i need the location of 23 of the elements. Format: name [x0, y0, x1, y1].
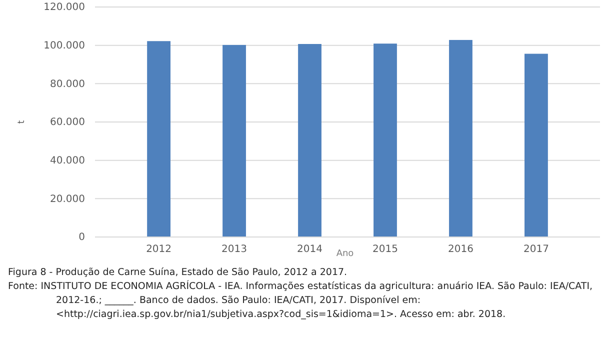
x-tick-label: 2015: [372, 244, 398, 256]
bar: [524, 54, 548, 237]
x-axis-title: Ano: [336, 249, 354, 259]
x-tick-label: 2012: [146, 244, 172, 256]
bar: [374, 44, 397, 237]
y-axis-title: t: [17, 120, 27, 124]
y-tick-label: 80.000: [50, 78, 85, 90]
bar: [449, 40, 472, 237]
y-tick-label: 20.000: [50, 194, 85, 205]
bar: [147, 41, 170, 237]
x-tick-label: 2013: [222, 244, 247, 256]
y-tick-label: 120.000: [44, 2, 85, 14]
text: Figura 8 - Produção de Carne Suína, Estado de São Paulo, 2012 a 2017.: [8, 267, 348, 278]
y-tick-label: 100.000: [44, 40, 85, 52]
source-note: Fonte: INSTITUTO DE ECONOMIA AGRÍCOLA - IEA. Informações estatísticas da agricultura: anuário IEA. São Paulo: IEA/CATI, 2012-16.; ______. Banco de dados. São Paulo: IEA/CATI, 2017. Disponível em: <http://ciagri.iea.sp.gov.br/nia1/subjetiva.aspx?cod_sis=1&idioma=1>. Acesso em: abr. 2018.: [8, 280, 593, 320]
x-tick-label: 2016: [448, 244, 474, 256]
x-tick-label: 2017: [523, 244, 549, 256]
bar: [222, 44, 246, 237]
y-tick-label: 60.000: [50, 117, 85, 128]
y-tick-label: 40.000: [50, 156, 85, 167]
x-tick-label: 2014: [297, 244, 322, 256]
y-tick-label: 0: [78, 232, 85, 244]
bar: [298, 44, 322, 237]
